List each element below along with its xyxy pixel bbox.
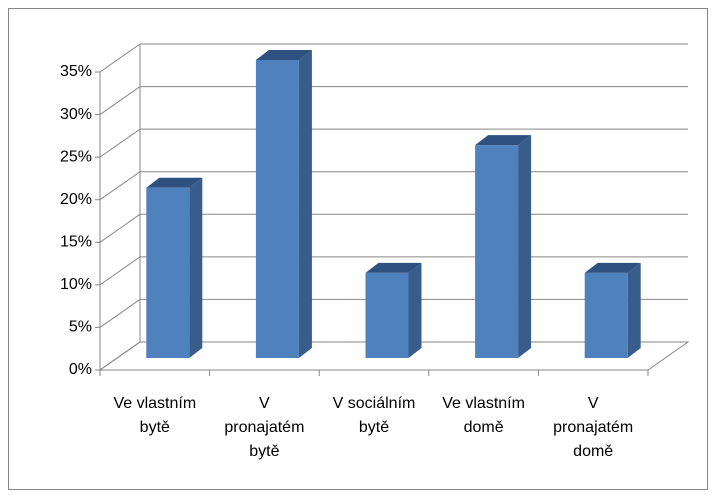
- bar: [365, 272, 409, 358]
- bar-top: [584, 262, 641, 273]
- bar: [475, 145, 519, 358]
- bar-side: [189, 177, 203, 358]
- y-tick-label: 35%: [60, 63, 92, 80]
- grid-line: [99, 43, 688, 73]
- bar-top: [255, 50, 312, 60]
- x-tick-label: Ve vlastním domě: [442, 395, 525, 436]
- grid-line: [99, 128, 688, 158]
- bar-side: [298, 50, 312, 358]
- bar-side: [518, 135, 532, 358]
- grid-line: [99, 86, 688, 115]
- bar-top: [365, 262, 422, 273]
- x-tick-label: Ve vlastním bytě: [113, 395, 197, 436]
- y-tick-label: 30%: [60, 106, 92, 123]
- y-tick-label: 25%: [60, 148, 92, 165]
- bar-top: [146, 177, 203, 188]
- x-tick-label: V pronajatém bytě: [224, 395, 305, 460]
- bar: [146, 187, 190, 358]
- x-tick-label: V pronajatém domě: [553, 395, 634, 460]
- bar: [255, 60, 299, 358]
- y-tick-label: 10%: [60, 276, 92, 293]
- bar-top: [475, 135, 532, 146]
- y-tick-label: 20%: [60, 191, 92, 208]
- y-tick-label: 0%: [69, 361, 92, 378]
- bar-side: [408, 262, 422, 358]
- x-tick-label: V sociálním bytě: [332, 395, 416, 436]
- y-tick-label: 15%: [60, 234, 92, 251]
- bar: [584, 272, 628, 358]
- y-tick-label: 5%: [69, 319, 92, 336]
- chart-border: [8, 8, 708, 490]
- bar-side: [627, 262, 641, 358]
